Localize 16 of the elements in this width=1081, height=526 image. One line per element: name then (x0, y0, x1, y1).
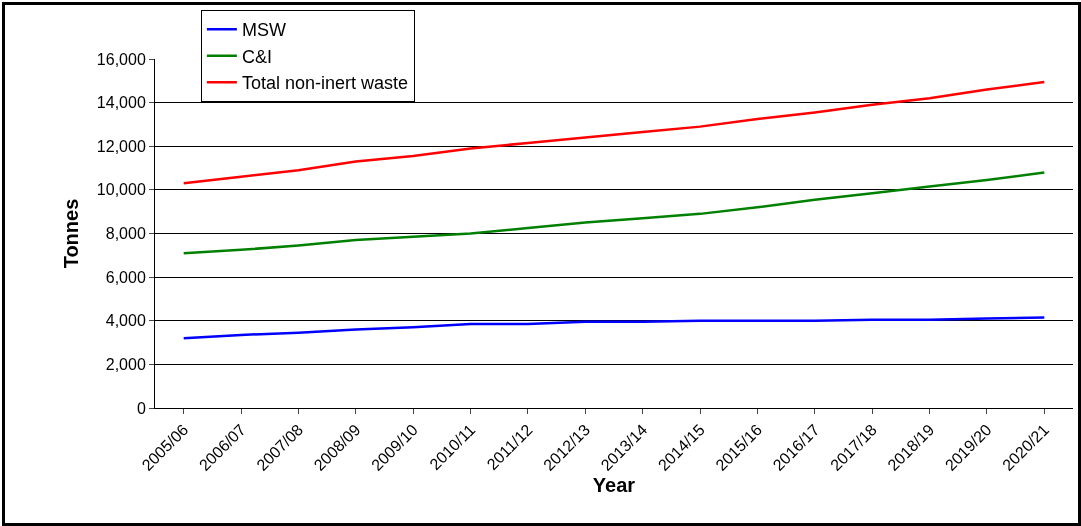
legend-label: C&I (241, 46, 272, 67)
legend-label: MSW (241, 20, 286, 41)
y-tick-label: 16,000 (96, 50, 146, 68)
y-tick-label: 6,000 (105, 268, 146, 286)
line-series (182, 171, 1046, 255)
y-tick-label: 4,000 (105, 312, 146, 330)
y-tick-label: 10,000 (96, 181, 146, 199)
legend-label: Total non-inert waste (241, 73, 408, 94)
y-tick-label: 12,000 (96, 137, 146, 155)
line-series (182, 316, 1046, 340)
y-axis-title: Tonnes (60, 198, 83, 269)
x-axis-title: Year (592, 473, 636, 496)
y-tick-label: 2,000 (105, 355, 146, 373)
y-tick-label: 14,000 (96, 94, 146, 112)
y-tick-label: 0 (136, 399, 146, 417)
y-tick-label: 8,000 (105, 225, 146, 243)
